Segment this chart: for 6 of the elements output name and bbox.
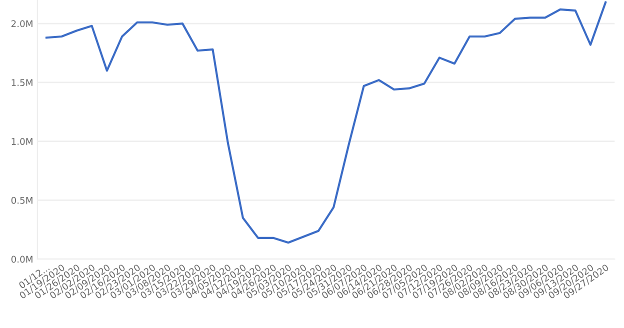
y-tick-label: 1.5M — [12, 79, 32, 86]
line-series — [45, 1, 607, 244]
y-tick-label: 1.0M — [12, 138, 32, 145]
y-tick-label: 0.5M — [11, 196, 32, 204]
y-tick-label: 0.0M — [11, 256, 32, 263]
y-tick-label: 2.0M — [11, 20, 32, 28]
